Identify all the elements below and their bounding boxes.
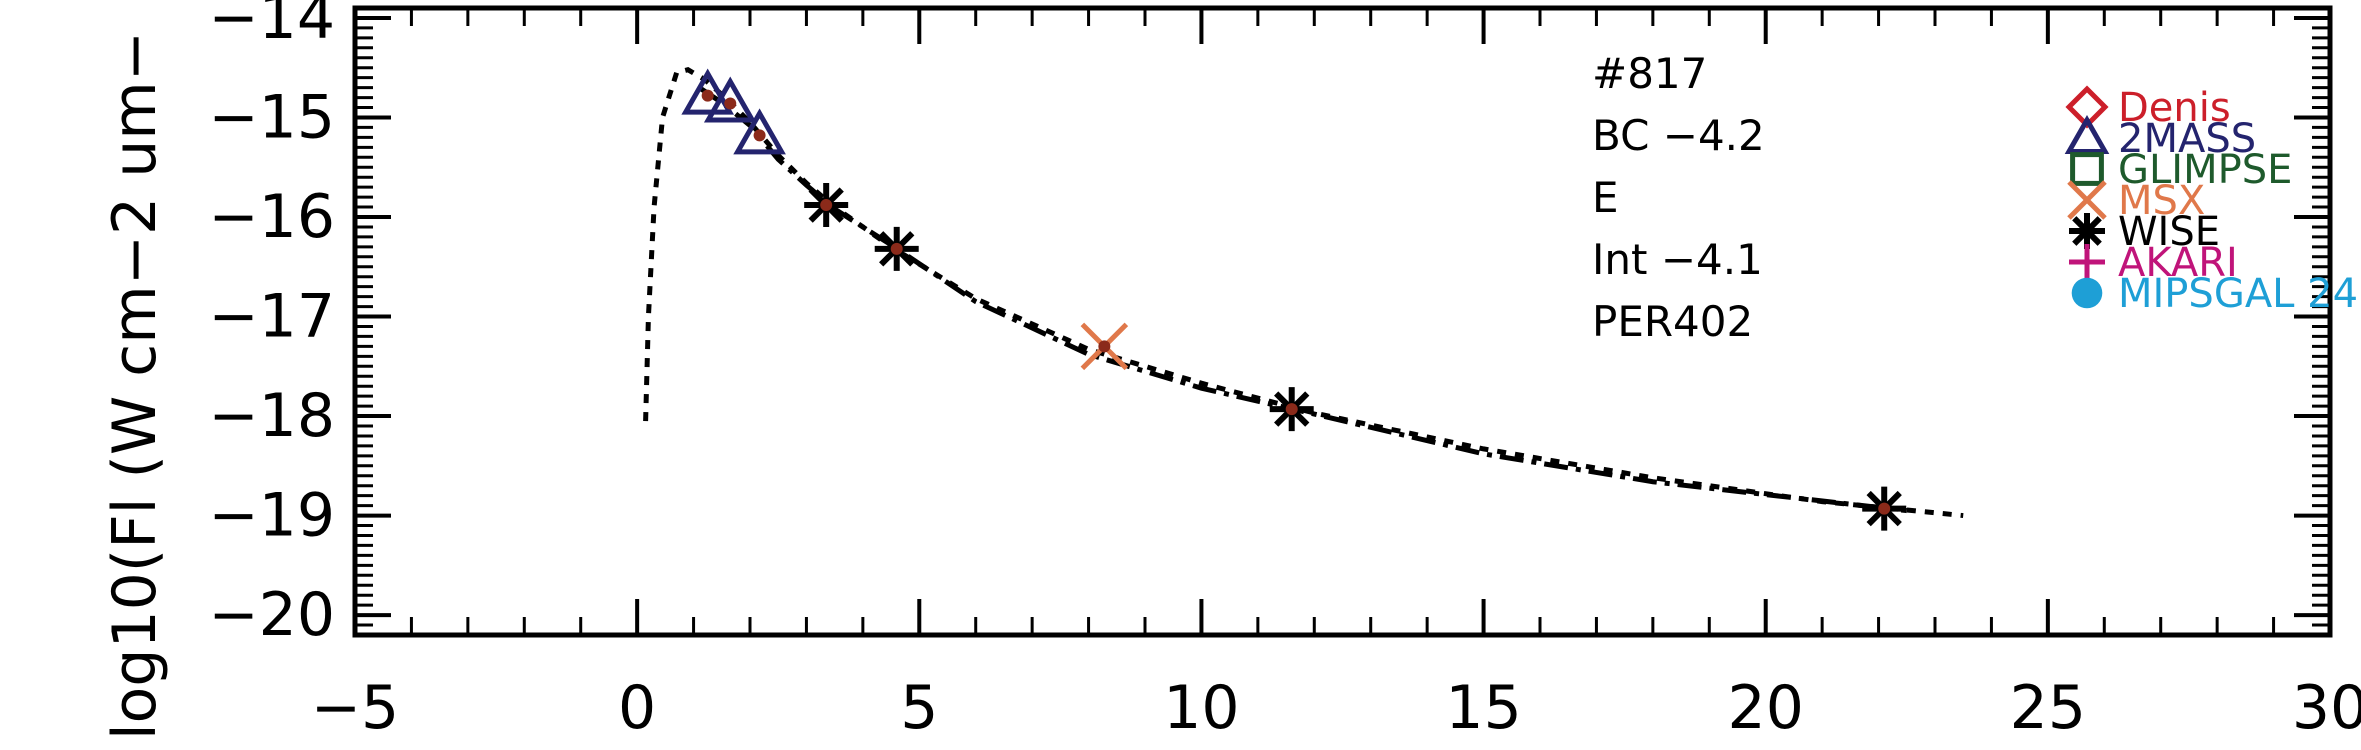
- y-axis-label: log10(Fl (W cm−2 um−: [100, 31, 170, 740]
- plot-frame: [352, 5, 2333, 638]
- x-axis-tick-labels: −5 0 5 10 15 20 25 30: [311, 673, 2361, 743]
- y-tick-label: −14: [208, 0, 335, 53]
- legend-label: WISE: [2118, 209, 2220, 255]
- legend-marker-mipsgal-24: [2071, 277, 2103, 309]
- data-points: [681, 68, 1907, 531]
- model-curve-dotted: [643, 67, 1964, 519]
- data-point-center: [724, 97, 737, 110]
- data-point-center: [701, 89, 714, 102]
- annotation-line: Int −4.1: [1592, 235, 1763, 284]
- x-tick-label: 30: [2292, 673, 2361, 743]
- legend-marker-2mass: [2064, 114, 2110, 154]
- y-tick-label: −18: [208, 381, 335, 451]
- annotation-line: E: [1592, 173, 1619, 222]
- data-point-center: [820, 199, 833, 212]
- legend-marker-wise: [2069, 213, 2105, 249]
- asterisk-stroke: [2072, 216, 2102, 246]
- plot-border: [352, 5, 2333, 638]
- y-tick-label: −15: [208, 82, 335, 152]
- legend-label: MIPSGAL 24: [2118, 271, 2358, 317]
- data-point-2mass: [733, 108, 786, 155]
- y-tick-label: −17: [208, 282, 335, 352]
- y-tick-label: −20: [208, 580, 335, 650]
- data-point-center: [1285, 403, 1298, 416]
- annotation-line: BC −4.2: [1592, 111, 1765, 160]
- y-axis-tick-labels: −20 −19 −18 −17 −16 −15 −14: [208, 0, 335, 650]
- x-tick-label: 0: [618, 673, 656, 743]
- legend-label: 2MASS: [2118, 116, 2256, 162]
- x-stroke: [2067, 180, 2107, 220]
- x-tick-label: 10: [1163, 673, 1239, 743]
- data-point-center: [1098, 340, 1111, 353]
- legend-marker-glimpse: [2070, 152, 2104, 186]
- legend-label: AKARI: [2118, 240, 2238, 286]
- y-tick-label: −19: [208, 481, 335, 551]
- data-point-2mass: [681, 68, 734, 115]
- legend-marker-msx: [2067, 180, 2107, 220]
- x-tick-label: 15: [1445, 673, 1521, 743]
- data-point-center: [1878, 502, 1891, 515]
- annotation-line: PER402: [1592, 297, 1753, 346]
- x-axis-ticks: [353, 8, 2332, 635]
- annotations: #817 BC −4.2 E Int −4.1 PER402: [1592, 49, 1765, 346]
- legend-marker-akari: [2069, 244, 2105, 280]
- x-tick-label: −5: [311, 673, 399, 743]
- x-tick-label: 25: [2010, 673, 2086, 743]
- annotation-line: #817: [1592, 49, 1707, 98]
- model-curves: [643, 67, 1964, 519]
- data-point-2mass: [703, 76, 757, 123]
- legend-label: MSX: [2118, 178, 2205, 224]
- legend-label: Denis: [2118, 85, 2231, 131]
- x-tick-label: 20: [1728, 673, 1804, 743]
- legend-label: GLIMPSE: [2118, 147, 2292, 193]
- data-point-center: [753, 129, 766, 142]
- data-point-center: [890, 242, 903, 255]
- y-tick-label: −16: [208, 182, 335, 252]
- y-axis-ticks: [355, 6, 2330, 637]
- x-tick-label: 5: [900, 673, 938, 743]
